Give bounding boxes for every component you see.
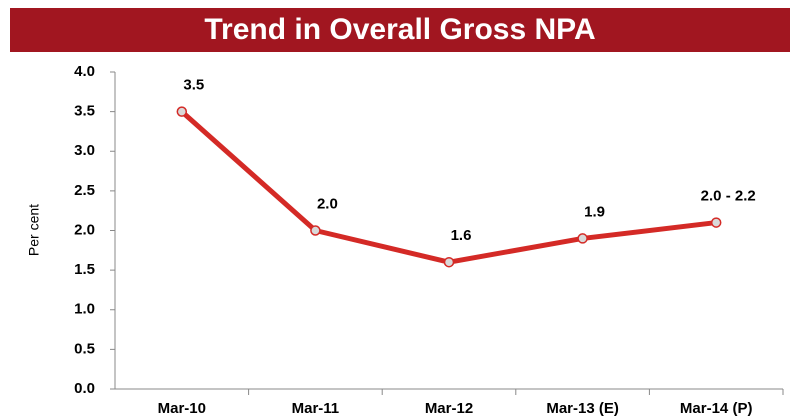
data-label: 1.9 [584, 203, 605, 220]
x-tick-label: Mar-14 (P) [680, 400, 753, 417]
data-label: 2.0 - 2.2 [701, 188, 756, 205]
line [180, 109, 717, 265]
data-label: 1.6 [451, 227, 472, 244]
y-tick-label: 3.0 [74, 142, 95, 159]
y-tick-label: 1.5 [74, 261, 95, 278]
x-tick-label: Mar-13 (E) [546, 400, 619, 417]
title-banner [10, 8, 790, 52]
y-tick-label: 1.0 [74, 301, 95, 318]
y-tick-label: 2.0 [74, 221, 95, 238]
y-tick-label: 0.5 [74, 340, 95, 357]
data-label: 3.5 [183, 77, 204, 94]
y-tick-label: 2.5 [74, 182, 95, 199]
chart-title: Trend in Overall Gross NPA [204, 13, 595, 46]
y-tick-label: 4.0 [74, 63, 95, 80]
y-axis-label: Per cent [26, 204, 42, 256]
marker [577, 233, 588, 244]
marker [443, 256, 455, 268]
x-tick-label: Mar-12 [425, 400, 473, 417]
x-tick-label: Mar-10 [158, 400, 206, 417]
y-tick-label: 3.5 [74, 103, 95, 120]
marker [710, 217, 722, 228]
data-label: 2.0 [317, 195, 338, 212]
y-tick-label: 0.0 [74, 380, 95, 397]
x-tick-label: Mar-11 [292, 400, 340, 417]
marker [176, 106, 188, 117]
marker [310, 225, 321, 236]
